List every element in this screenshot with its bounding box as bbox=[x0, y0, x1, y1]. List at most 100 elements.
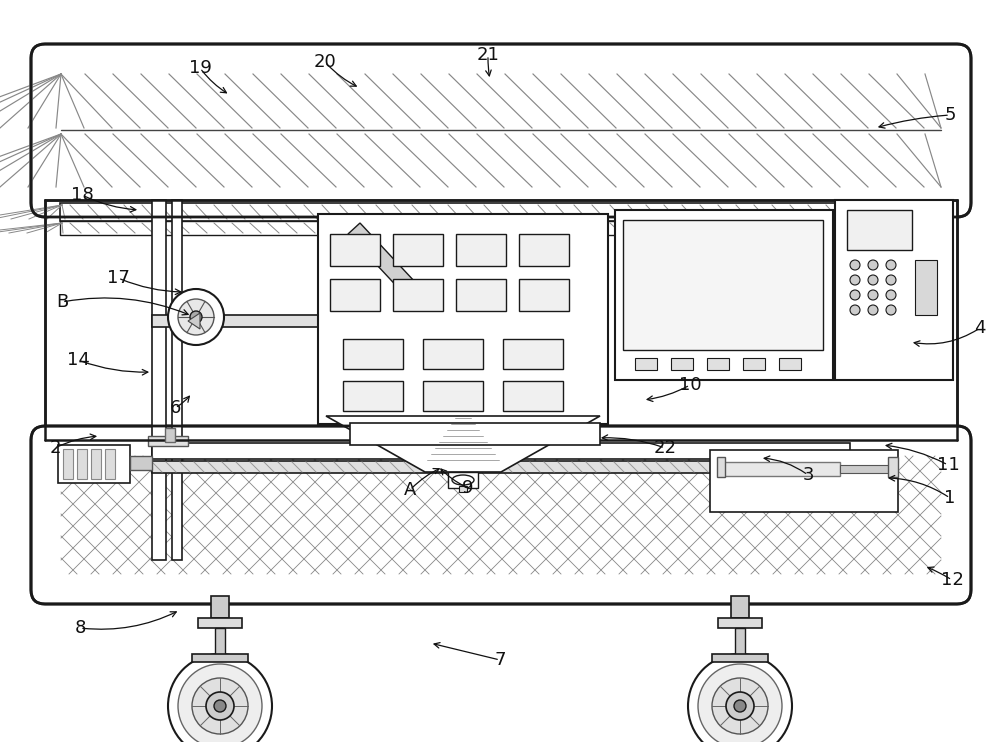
Bar bbox=[148, 436, 188, 446]
Bar bbox=[318, 214, 608, 424]
Bar bbox=[456, 279, 506, 311]
Bar bbox=[712, 654, 768, 662]
Circle shape bbox=[698, 664, 782, 742]
Circle shape bbox=[868, 290, 878, 300]
Text: 19: 19 bbox=[189, 59, 211, 77]
Circle shape bbox=[688, 654, 792, 742]
Circle shape bbox=[868, 260, 878, 270]
Circle shape bbox=[868, 305, 878, 315]
Bar bbox=[623, 220, 823, 350]
Bar bbox=[888, 457, 898, 477]
Circle shape bbox=[726, 692, 754, 720]
Circle shape bbox=[850, 260, 860, 270]
Text: 17: 17 bbox=[107, 269, 129, 287]
Text: 8: 8 bbox=[74, 619, 86, 637]
Circle shape bbox=[886, 260, 896, 270]
Polygon shape bbox=[326, 416, 600, 472]
Text: 14: 14 bbox=[67, 351, 89, 369]
Bar bbox=[779, 358, 801, 370]
Bar bbox=[60, 221, 942, 235]
Bar bbox=[152, 461, 850, 473]
Bar bbox=[330, 234, 380, 266]
Bar bbox=[45, 200, 957, 440]
Circle shape bbox=[886, 305, 896, 315]
Circle shape bbox=[850, 275, 860, 285]
Text: B: B bbox=[56, 293, 68, 311]
Bar bbox=[423, 339, 483, 369]
Bar bbox=[459, 486, 467, 492]
Bar bbox=[718, 618, 762, 628]
Text: A: A bbox=[404, 481, 416, 499]
Circle shape bbox=[886, 275, 896, 285]
Bar bbox=[130, 456, 152, 470]
Circle shape bbox=[214, 700, 226, 712]
Circle shape bbox=[178, 664, 262, 742]
Circle shape bbox=[712, 678, 768, 734]
Text: 5: 5 bbox=[944, 106, 956, 124]
Text: 1: 1 bbox=[944, 489, 956, 507]
Circle shape bbox=[850, 290, 860, 300]
Text: 3: 3 bbox=[802, 466, 814, 484]
Bar bbox=[192, 654, 248, 662]
Bar bbox=[165, 428, 175, 442]
Circle shape bbox=[190, 311, 202, 323]
Bar bbox=[152, 443, 850, 459]
Polygon shape bbox=[348, 223, 430, 309]
Text: 11: 11 bbox=[937, 456, 959, 474]
Ellipse shape bbox=[452, 475, 474, 485]
Bar bbox=[343, 339, 403, 369]
Bar bbox=[423, 381, 483, 411]
Circle shape bbox=[734, 700, 746, 712]
Text: 18: 18 bbox=[71, 186, 93, 204]
Bar bbox=[350, 423, 600, 445]
Circle shape bbox=[168, 289, 224, 345]
Polygon shape bbox=[188, 313, 200, 329]
Text: 2: 2 bbox=[49, 439, 61, 457]
Text: 9: 9 bbox=[462, 479, 474, 497]
Circle shape bbox=[850, 305, 860, 315]
Bar bbox=[717, 457, 725, 477]
Bar bbox=[743, 358, 765, 370]
Text: 10: 10 bbox=[679, 376, 701, 394]
Bar bbox=[707, 358, 729, 370]
Bar bbox=[503, 381, 563, 411]
Bar bbox=[915, 260, 937, 315]
Bar bbox=[519, 279, 569, 311]
Text: 7: 7 bbox=[494, 651, 506, 669]
Circle shape bbox=[192, 678, 248, 734]
Bar bbox=[720, 462, 840, 476]
Text: 6: 6 bbox=[169, 399, 181, 417]
Circle shape bbox=[206, 692, 234, 720]
Bar bbox=[91, 449, 101, 479]
Bar bbox=[393, 279, 443, 311]
Bar bbox=[77, 449, 87, 479]
Bar bbox=[330, 279, 380, 311]
Text: 21: 21 bbox=[477, 46, 499, 64]
Bar bbox=[635, 358, 657, 370]
Bar bbox=[58, 445, 130, 483]
Bar bbox=[671, 358, 693, 370]
Bar bbox=[448, 472, 478, 488]
FancyBboxPatch shape bbox=[31, 44, 971, 217]
Bar bbox=[60, 203, 942, 221]
Text: 4: 4 bbox=[974, 319, 986, 337]
Text: 20: 20 bbox=[314, 53, 336, 71]
Bar bbox=[211, 596, 229, 618]
Circle shape bbox=[886, 290, 896, 300]
FancyBboxPatch shape bbox=[31, 426, 971, 604]
Text: 22: 22 bbox=[654, 439, 676, 457]
Circle shape bbox=[868, 275, 878, 285]
Bar bbox=[172, 200, 182, 560]
Bar bbox=[731, 596, 749, 618]
Bar bbox=[198, 618, 242, 628]
Circle shape bbox=[178, 299, 214, 335]
Bar bbox=[710, 450, 898, 512]
Bar bbox=[840, 465, 892, 473]
Bar bbox=[393, 234, 443, 266]
Bar bbox=[503, 339, 563, 369]
Bar bbox=[343, 381, 403, 411]
Bar bbox=[835, 200, 953, 380]
Bar bbox=[456, 234, 506, 266]
Bar bbox=[735, 628, 745, 656]
Bar bbox=[152, 200, 166, 560]
